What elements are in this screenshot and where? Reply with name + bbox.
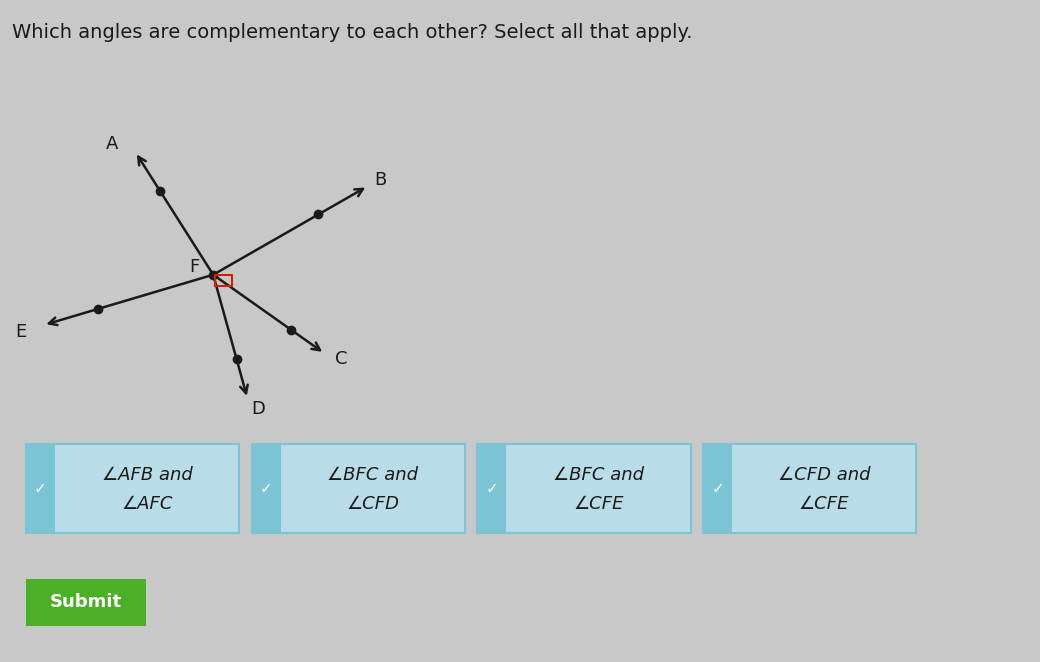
Text: Submit: Submit: [50, 593, 122, 612]
Bar: [477, 444, 691, 533]
Text: ∠BFC and: ∠BFC and: [328, 466, 418, 484]
Text: ∠CFD: ∠CFD: [346, 495, 399, 513]
Text: ✓: ✓: [260, 481, 272, 496]
Bar: [26, 444, 55, 533]
Text: C: C: [335, 350, 347, 367]
Text: E: E: [15, 322, 26, 341]
Text: ∠CFE: ∠CFE: [799, 495, 850, 513]
Bar: [26, 444, 239, 533]
Text: A: A: [106, 135, 119, 153]
Text: ✓: ✓: [711, 481, 724, 496]
Text: ✓: ✓: [34, 481, 47, 496]
Text: ∠CFD and: ∠CFD and: [778, 466, 870, 484]
Bar: [703, 444, 916, 533]
Text: ∠AFC: ∠AFC: [122, 495, 173, 513]
Text: D: D: [251, 401, 265, 418]
Bar: [252, 444, 465, 533]
Bar: [703, 444, 732, 533]
Text: ✓: ✓: [486, 481, 498, 496]
Bar: [26, 579, 146, 626]
Text: F: F: [189, 258, 200, 276]
Text: ∠BFC and: ∠BFC and: [553, 466, 644, 484]
Bar: [252, 444, 281, 533]
Text: B: B: [374, 171, 387, 189]
Text: ∠AFB and: ∠AFB and: [102, 466, 192, 484]
Text: ∠CFE: ∠CFE: [573, 495, 624, 513]
Text: Which angles are complementary to each other? Select all that apply.: Which angles are complementary to each o…: [12, 23, 693, 42]
Bar: [477, 444, 506, 533]
